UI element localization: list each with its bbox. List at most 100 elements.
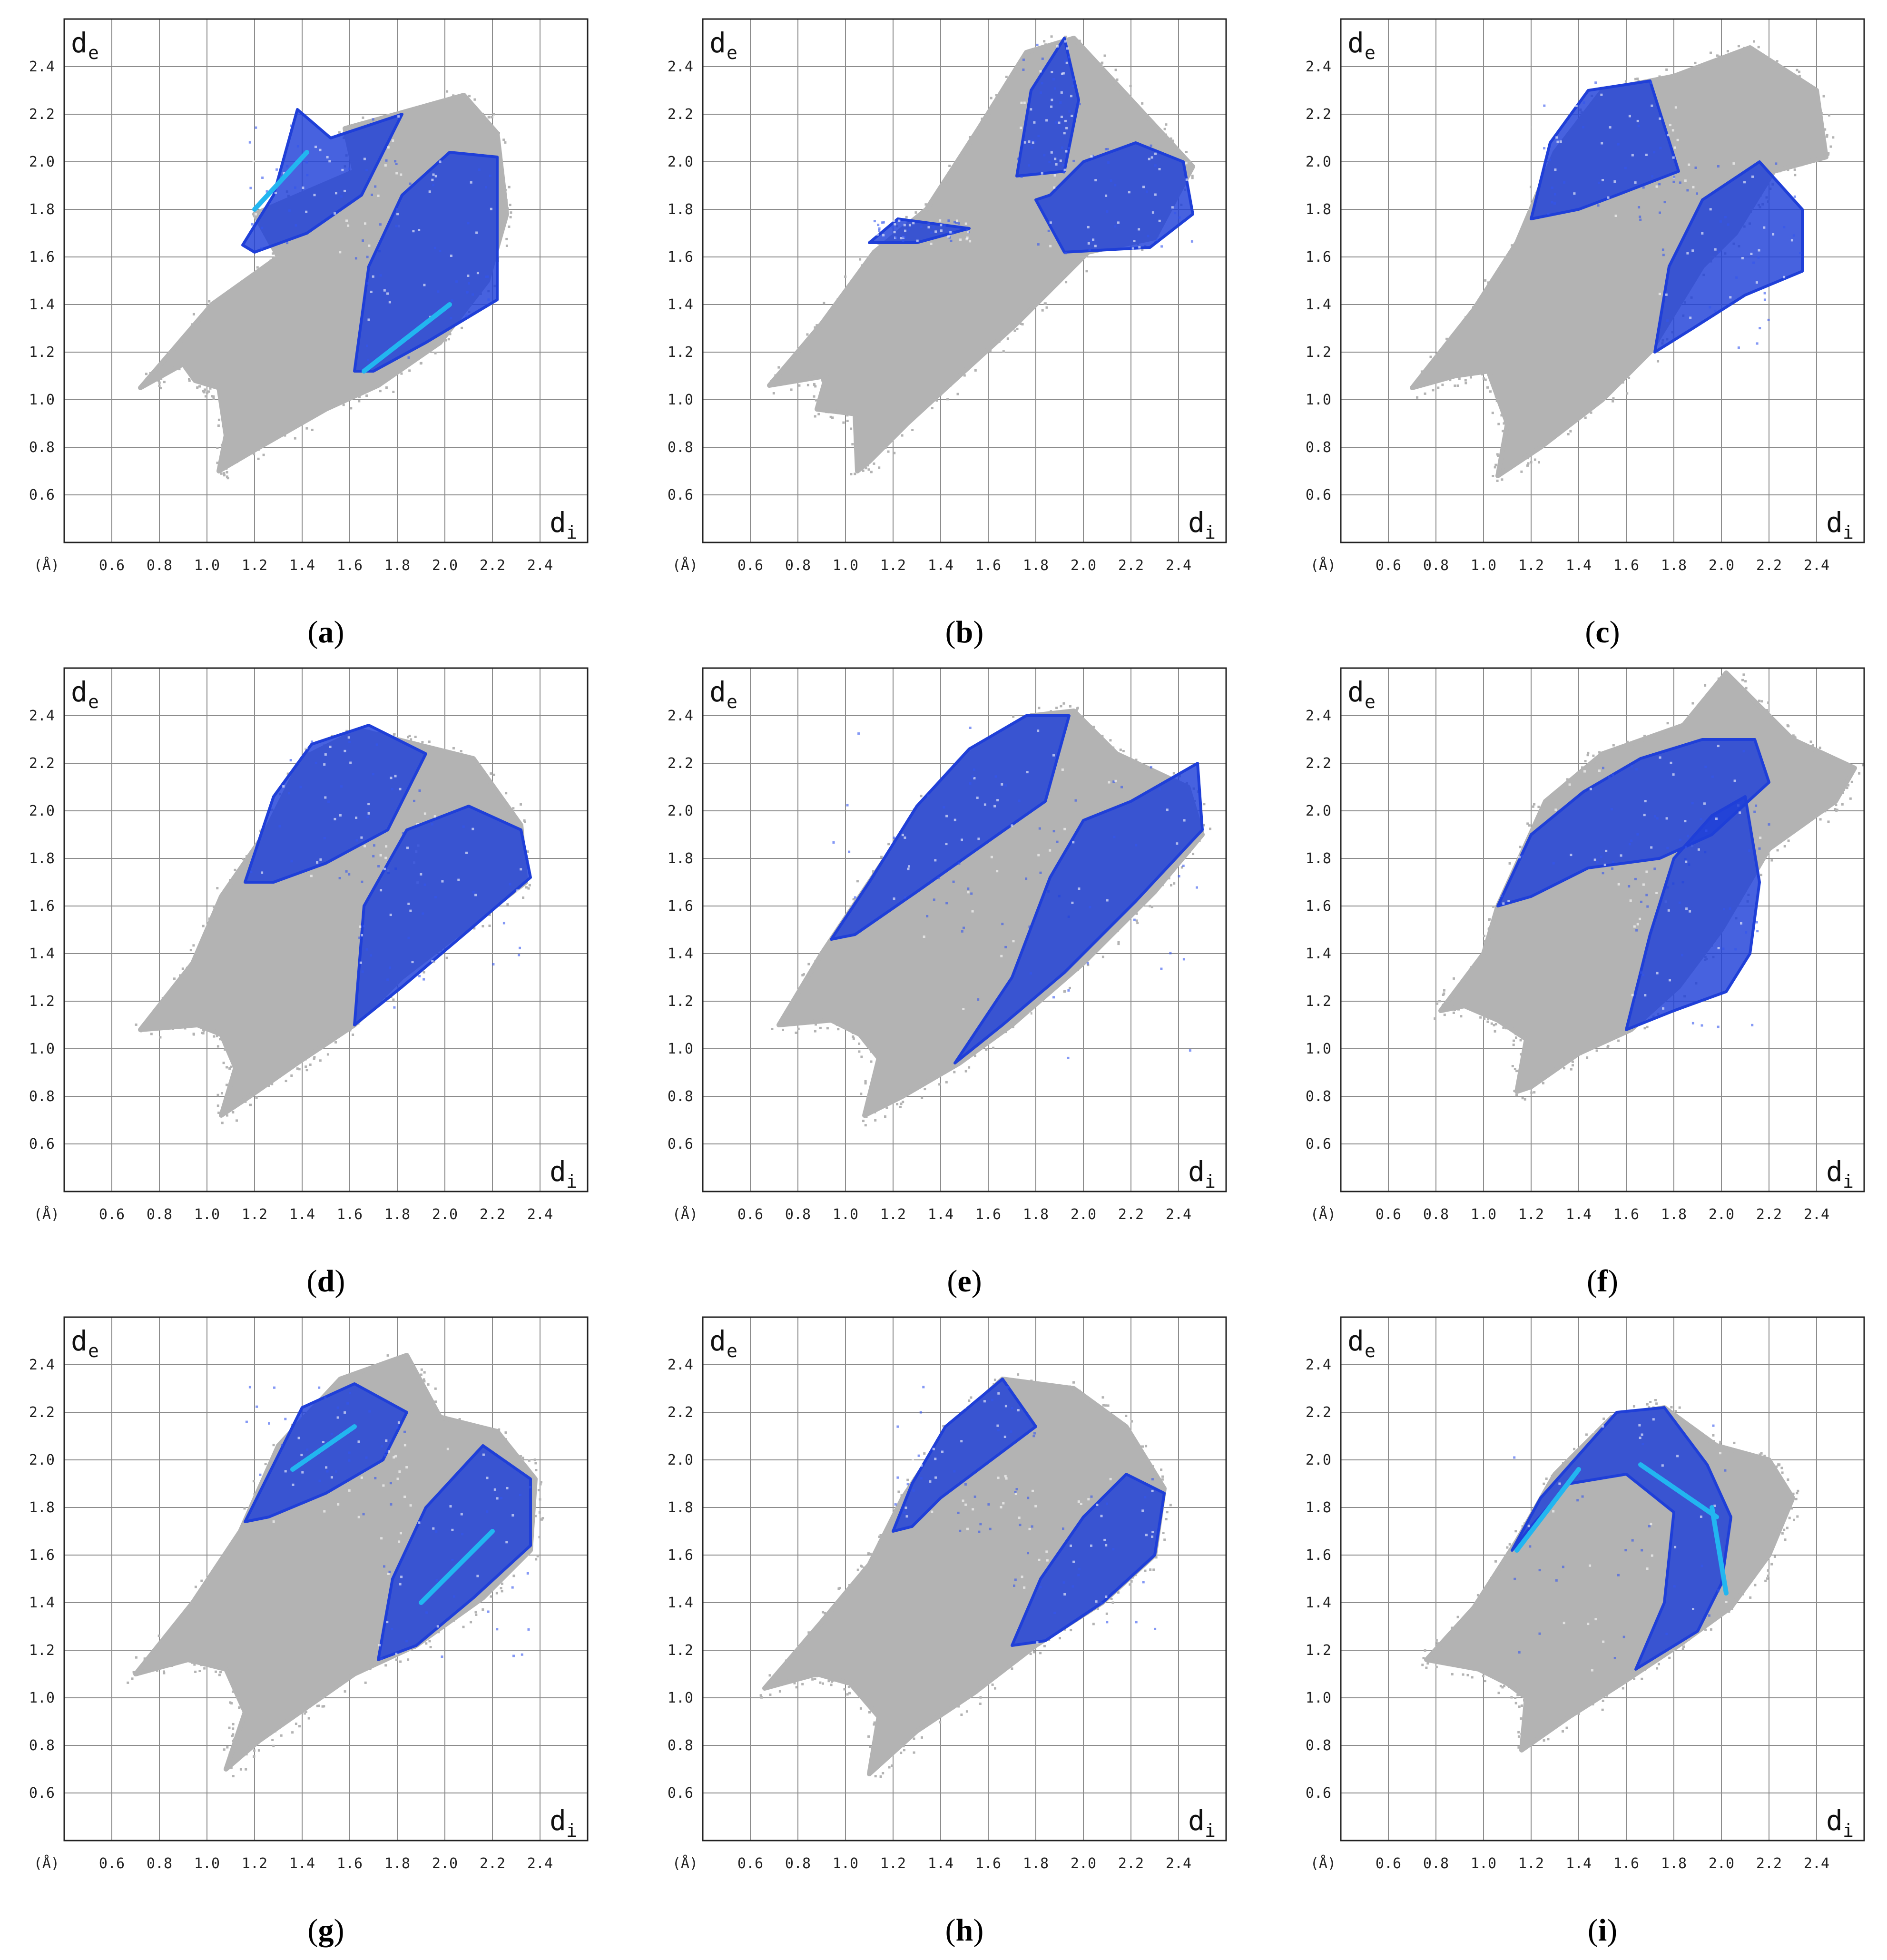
fingerprint-point <box>262 453 265 456</box>
fingerprint-point <box>1777 287 1779 290</box>
fingerprint-point <box>1518 1074 1521 1076</box>
fingerprint-point <box>1543 1739 1545 1742</box>
fingerprint-point <box>946 398 949 401</box>
fingerprint-point <box>1624 80 1627 83</box>
fingerprint-point <box>305 427 308 430</box>
fingerprint-point <box>1447 1003 1450 1006</box>
fingerprint-point <box>1783 226 1786 228</box>
fingerprint-point <box>1023 1586 1026 1589</box>
fingerprint-point <box>1566 1463 1569 1466</box>
fingerprint-point <box>1065 127 1068 129</box>
fingerprint-point <box>444 339 447 342</box>
y-tick-label: 0.6 <box>668 487 693 503</box>
fingerprint-point <box>875 252 877 255</box>
fingerprint-point <box>1105 194 1108 197</box>
x-tick-label: 2.4 <box>1166 557 1191 574</box>
fingerprint-point <box>282 785 285 788</box>
fingerprint-point <box>1587 751 1590 754</box>
fingerprint-point <box>1761 855 1763 858</box>
fingerprint-point <box>1514 1702 1517 1704</box>
fingerprint-point <box>431 823 433 826</box>
fingerprint-point <box>326 1053 329 1056</box>
fingerprint-point <box>1155 1556 1158 1559</box>
fingerprint-point <box>191 323 194 326</box>
fingerprint-point <box>1063 1593 1066 1596</box>
fingerprint-point <box>961 741 964 744</box>
fingerprint-point <box>201 370 204 373</box>
fingerprint-point <box>969 136 972 138</box>
fingerprint-point <box>1137 1453 1140 1456</box>
fingerprint-point <box>296 145 299 148</box>
fingerprint-highlight-region <box>353 805 532 1026</box>
fingerprint-point <box>506 207 509 210</box>
fingerprint-point <box>979 1703 982 1705</box>
fingerprint-point <box>1046 52 1049 55</box>
fingerprint-point <box>956 160 959 163</box>
fingerprint-point <box>194 1586 197 1588</box>
fingerprint-point <box>1678 1406 1681 1409</box>
fingerprint-point <box>298 1712 301 1714</box>
fingerprint-point <box>850 473 853 475</box>
fingerprint-point <box>1466 1674 1469 1676</box>
fingerprint-point <box>369 1667 372 1670</box>
fingerprint-point <box>1654 337 1656 340</box>
fingerprint-point <box>1674 1546 1677 1548</box>
fingerprint-point <box>768 1684 771 1686</box>
y-tick-label: 2.2 <box>668 1404 693 1421</box>
fingerprint-point <box>379 854 382 857</box>
fingerprint-point <box>456 759 459 761</box>
fingerprint-point <box>825 411 828 414</box>
x-tick-label: 1.4 <box>1566 1206 1592 1223</box>
fingerprint-point <box>251 223 254 226</box>
fingerprint-point <box>858 463 861 466</box>
fingerprint-point <box>816 324 818 327</box>
fingerprint-point <box>1071 1585 1074 1588</box>
fingerprint-point <box>1112 1548 1115 1551</box>
fingerprint-point <box>433 815 436 818</box>
fingerprint-point <box>340 1677 343 1680</box>
fingerprint-point <box>322 398 325 401</box>
fingerprint-point <box>341 394 344 397</box>
fingerprint-point <box>412 230 415 233</box>
fingerprint-point <box>952 880 955 883</box>
fingerprint-point <box>1037 243 1040 246</box>
x-tick-label: 2.4 <box>1804 1855 1829 1872</box>
fingerprint-point <box>1103 1538 1106 1541</box>
y-tick-label: 2.2 <box>29 755 55 772</box>
fingerprint-point <box>1667 743 1670 746</box>
fingerprint-point <box>1530 461 1533 463</box>
fingerprint-point <box>1672 156 1675 159</box>
fingerprint-point <box>1502 1026 1505 1029</box>
fingerprint-point <box>201 1590 204 1593</box>
y-tick-label: 2.0 <box>29 154 55 170</box>
fingerprint-point <box>878 229 881 232</box>
fingerprint-point <box>1494 466 1496 469</box>
fingerprint-point <box>1070 95 1072 98</box>
fingerprint-point <box>338 1683 341 1685</box>
fingerprint-point <box>362 1513 365 1516</box>
fingerprint-point <box>176 361 179 364</box>
fingerprint-point <box>423 284 426 286</box>
fingerprint-point <box>523 819 526 822</box>
fingerprint-point <box>1681 1648 1684 1651</box>
fingerprint-point <box>269 1402 272 1405</box>
fingerprint-point <box>806 384 809 386</box>
fingerprint-point <box>384 857 387 859</box>
fingerprint-point <box>505 804 508 807</box>
fingerprint-point <box>220 1559 223 1562</box>
x-tick-label: 1.2 <box>880 1206 906 1223</box>
fingerprint-point <box>230 463 232 466</box>
fingerprint-point <box>167 1665 169 1667</box>
fingerprint-point <box>1797 1489 1799 1492</box>
fingerprint-point <box>1142 186 1145 188</box>
fingerprint-point <box>782 1028 784 1031</box>
fingerprint-point <box>219 378 221 381</box>
fingerprint-point <box>945 843 948 846</box>
fingerprint-point <box>1667 909 1670 912</box>
fingerprint-point <box>365 948 368 951</box>
fingerprint-point <box>525 886 528 889</box>
fingerprint-point <box>1798 70 1800 73</box>
fingerprint-point <box>1658 1663 1660 1665</box>
fingerprint-point <box>1745 931 1748 934</box>
fingerprint-point <box>495 1592 498 1595</box>
